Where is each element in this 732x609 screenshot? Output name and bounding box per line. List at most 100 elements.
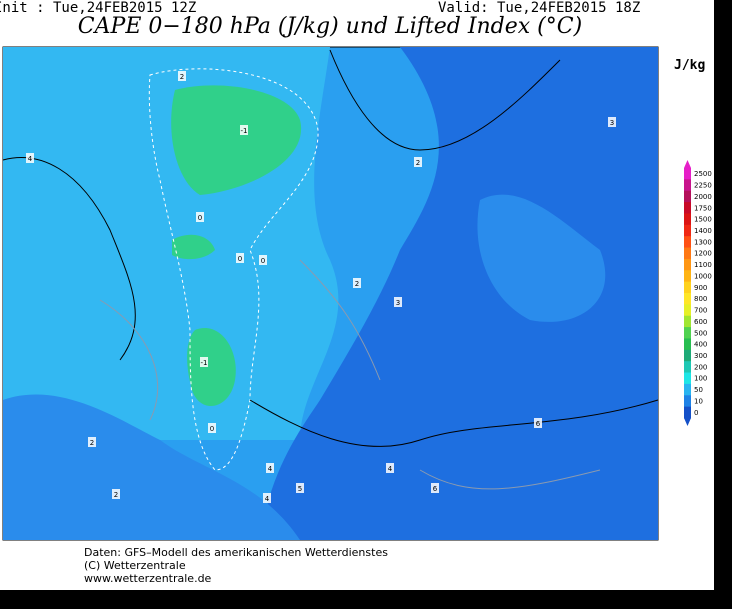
colorbar-tip xyxy=(684,160,691,168)
colorbar-label: 50 xyxy=(694,386,703,394)
contour-label: -1 xyxy=(201,359,208,367)
contour-label-box xyxy=(26,153,34,163)
colorbar-label: 600 xyxy=(694,318,707,326)
mid-region xyxy=(3,394,300,540)
contour-label: 0 xyxy=(238,255,242,263)
contour-label: 2 xyxy=(180,73,184,81)
colorbar-swatch xyxy=(684,179,691,192)
contour-label: 4 xyxy=(268,465,273,473)
colorbar-label: 2500 xyxy=(694,170,712,178)
contour-label-box xyxy=(200,357,208,367)
colorbar-label: 500 xyxy=(694,329,707,337)
contour-label-box xyxy=(208,423,216,433)
colorbar-label: 1500 xyxy=(694,216,712,224)
contour-label-box xyxy=(394,297,402,307)
contour-label-box xyxy=(236,253,244,263)
colorbar-label: 800 xyxy=(694,295,707,303)
colorbar-swatch xyxy=(684,270,691,283)
contour-label-box xyxy=(178,71,186,81)
colorbar-swatch xyxy=(684,213,691,226)
colorbar-label: 400 xyxy=(694,341,707,349)
contour-label-box xyxy=(296,483,304,493)
colorbar-label: 2250 xyxy=(694,182,712,190)
contour-label: -1 xyxy=(241,127,248,135)
isoline xyxy=(99,259,601,490)
contour-label: 2 xyxy=(355,280,359,288)
colorbar-swatch xyxy=(684,224,691,237)
contour-label: 4 xyxy=(28,155,33,163)
contour-label-box xyxy=(431,483,439,493)
contour-label-box xyxy=(353,278,361,288)
colorbar-label: 900 xyxy=(694,284,707,292)
green-region xyxy=(171,85,302,195)
contour-label-box xyxy=(88,437,96,447)
footer-line: www.wetterzentrale.de xyxy=(84,572,212,585)
colorbar-label: 1200 xyxy=(694,250,712,258)
green-region xyxy=(187,328,236,407)
contour-label: 3 xyxy=(610,119,614,127)
colorbar-swatch xyxy=(684,190,691,203)
footer-line: Daten: GFS–Modell des amerikanischen Wet… xyxy=(84,546,388,559)
colorbar-swatch xyxy=(684,168,691,180)
colorbar-swatch xyxy=(684,315,691,328)
colorbar-swatch xyxy=(684,395,691,408)
legend-unit: J/kg xyxy=(674,58,706,73)
footer-line: (C) Wetterzentrale xyxy=(84,559,186,572)
coastline xyxy=(2,49,659,447)
contour-label-box xyxy=(259,255,267,265)
colorbar-swatch xyxy=(684,327,691,339)
contour-label: 2 xyxy=(114,491,118,499)
contour-label-box xyxy=(266,463,274,473)
contour-label: 2 xyxy=(416,159,420,167)
colorbar-label: 0 xyxy=(694,409,698,417)
contour-label: 3 xyxy=(396,299,400,307)
colorbar-label: 10 xyxy=(694,397,703,405)
colorbar-label: 1400 xyxy=(694,227,712,235)
colorbar-label: 1750 xyxy=(694,204,712,212)
contour-label-box xyxy=(608,117,616,127)
contour-label-box xyxy=(534,418,542,428)
contour-label: 4 xyxy=(265,495,270,503)
page: Init : Tue,24FEB2015 12Z Valid: Tue,24FE… xyxy=(0,0,714,590)
colorbar-label: 1300 xyxy=(694,238,712,246)
contour-label: 6 xyxy=(536,420,541,428)
colorbar-swatch xyxy=(684,383,691,396)
colorbar-swatch xyxy=(684,372,691,385)
footer: Daten: GFS–Modell des amerikanischen Wet… xyxy=(84,546,388,585)
colorbar-label: 2000 xyxy=(694,193,712,201)
contour-label: 5 xyxy=(298,485,302,493)
contour-label-box xyxy=(414,157,422,167)
colorbar-swatch xyxy=(684,338,691,351)
colorbar-swatch xyxy=(684,349,691,362)
init-time: Init : Tue,24FEB2015 12Z xyxy=(0,0,197,16)
colorbar-swatch xyxy=(684,258,691,271)
colorbar-swatch xyxy=(684,304,691,317)
contour-label: 0 xyxy=(198,214,202,222)
contour-label: 6 xyxy=(433,485,438,493)
colorbar-swatch xyxy=(684,236,691,249)
mid-region xyxy=(477,194,606,322)
colorbar-swatch xyxy=(684,406,691,419)
contour-label-box xyxy=(386,463,394,473)
colorbar-label: 300 xyxy=(694,352,707,360)
colorbar-swatch xyxy=(684,247,691,260)
colorbar-tip xyxy=(684,418,691,426)
colorbar-label: 200 xyxy=(694,363,707,371)
colorbar-swatch xyxy=(684,293,691,305)
contour-label: 0 xyxy=(261,257,265,265)
colorbar-label: 1000 xyxy=(694,272,712,280)
colorbar-swatch xyxy=(684,202,691,214)
lifted-index-contour xyxy=(148,68,319,471)
contour-label: 4 xyxy=(388,465,393,473)
dark-region xyxy=(260,47,658,540)
colorbar-label: 1100 xyxy=(694,261,712,269)
contour-label-box xyxy=(196,212,204,222)
map: -1 -1 0 0 0 0 2 2 2 2 3 3 4 4 4 4 5 6 6 2 2500 2250 2000 1750 1… xyxy=(2,46,712,541)
contour-label: 2 xyxy=(90,439,94,447)
green-region xyxy=(172,234,215,260)
map-title: CAPE 0−180 hPa (J/kg) und Lifted Index (… xyxy=(77,14,583,39)
colorbar-label: 700 xyxy=(694,307,707,315)
colorbar-swatch xyxy=(684,361,691,374)
valid-time: Valid: Tue,24FEB2015 18Z xyxy=(438,0,641,16)
contour-label-box xyxy=(240,125,248,135)
